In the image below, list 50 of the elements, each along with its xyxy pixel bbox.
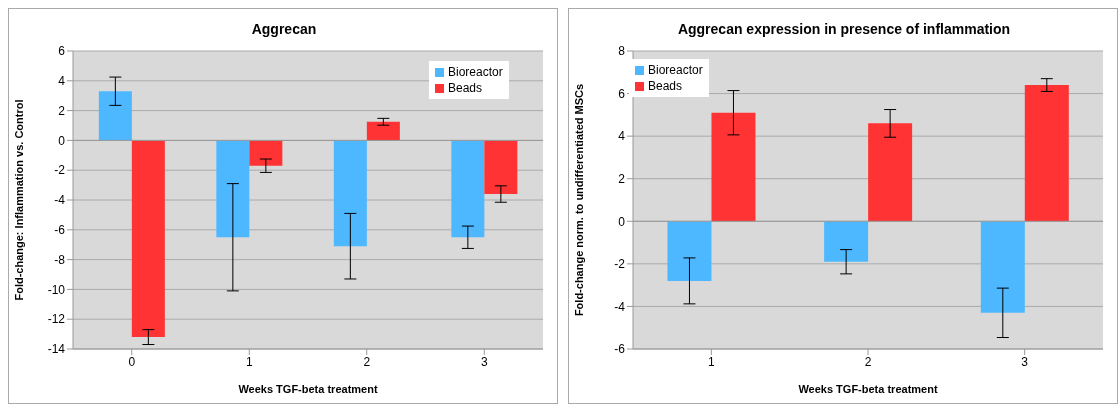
x-tick-label: 2	[864, 354, 872, 369]
bar	[216, 140, 250, 238]
y-tick-label: -14	[47, 342, 66, 357]
bar	[1024, 85, 1069, 222]
legend-label: Beads	[448, 80, 483, 96]
y-tick-label: -4	[54, 193, 66, 208]
y-axis-title: Fold-change norm. to undifferentiated MSCs	[572, 83, 585, 317]
bar	[824, 221, 869, 262]
bar	[980, 221, 1025, 313]
y-tick-label: -10	[47, 282, 66, 297]
y-tick-label: 2	[58, 103, 66, 118]
y-tick-label: -4	[614, 299, 626, 314]
x-tick-label: 1	[707, 354, 715, 369]
y-tick-label: -8	[54, 252, 66, 267]
legend-label: Beads	[648, 78, 683, 94]
bar	[366, 121, 400, 141]
y-tick-label: 8	[618, 44, 626, 59]
x-tick-label: 0	[128, 354, 136, 369]
y-tick-label: -6	[54, 223, 66, 238]
legend-label: Bioreactor	[448, 64, 503, 80]
bar	[249, 140, 283, 166]
chart-title: Aggrecan	[250, 21, 318, 37]
bar	[451, 140, 485, 238]
bar	[484, 140, 518, 195]
y-tick-label: 4	[58, 74, 66, 89]
y-tick-label: -12	[47, 312, 66, 327]
chart-title: Aggrecan expression in presence of inflammation	[676, 21, 1012, 37]
x-tick-label: 1	[245, 354, 253, 369]
x-tick-label: 3	[1021, 354, 1029, 369]
y-tick-label: 2	[618, 171, 626, 186]
y-axis-title: Fold-change: Inflammation vs. Control	[12, 99, 25, 301]
y-tick-label: 0	[58, 133, 66, 148]
y-tick-label: 6	[618, 86, 626, 101]
y-tick-label: 0	[618, 214, 626, 229]
bar	[868, 123, 913, 222]
y-tick-label: 4	[618, 129, 626, 144]
y-tick-label: 6	[58, 44, 66, 59]
legend-label: Bioreactor	[648, 62, 703, 78]
x-tick-label: 2	[363, 354, 371, 369]
x-axis-title: Weeks TGF-beta treatment	[798, 383, 938, 395]
bar	[98, 91, 132, 141]
x-tick-label: 3	[480, 354, 488, 369]
bar	[711, 112, 756, 222]
bar	[333, 140, 367, 247]
y-tick-label: -2	[54, 163, 66, 178]
bar	[131, 140, 165, 338]
y-tick-label: -6	[614, 342, 626, 357]
bar	[667, 221, 712, 281]
x-axis-title: Weeks TGF-beta treatment	[238, 383, 378, 395]
y-tick-label: -2	[614, 257, 626, 272]
